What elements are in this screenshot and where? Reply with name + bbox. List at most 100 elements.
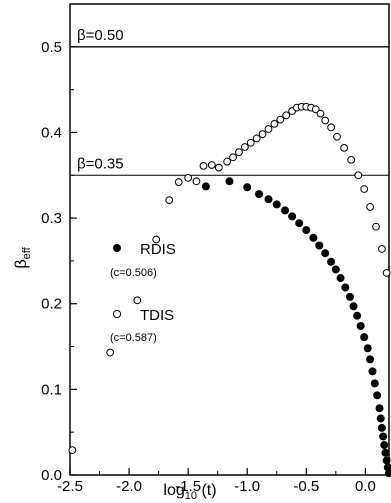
point-tdis (311, 105, 320, 114)
point-rdis (353, 311, 362, 320)
point-tdis (106, 348, 115, 357)
point-rdis (327, 257, 336, 266)
point-tdis (258, 130, 267, 139)
point-tdis (282, 111, 291, 120)
axis-ticks (69, 3, 366, 476)
point-rdis (349, 302, 358, 311)
point-tdis (184, 173, 193, 182)
legend-sublabel-tdis: (c=0.587) (110, 332, 157, 344)
point-rdis (381, 448, 390, 457)
point-tdis (321, 116, 330, 125)
point-rdis (366, 355, 375, 364)
point-rdis (264, 195, 273, 204)
point-tdis (270, 119, 279, 128)
point-tdis (333, 132, 341, 141)
point-rdis (243, 183, 252, 192)
point-tdis (240, 143, 249, 151)
point-tdis (229, 153, 237, 162)
point-rdis (295, 219, 304, 228)
point-tdis (378, 245, 386, 253)
point-rdis (376, 414, 385, 423)
y-axis-label-sub: eff (21, 246, 33, 259)
x-tick-label: -0.5 (293, 478, 319, 495)
point-tdis (214, 163, 223, 172)
point-tdis (340, 143, 349, 152)
point-tdis (382, 268, 391, 277)
point-rdis (346, 292, 355, 301)
x-tick-label: 0.0 (355, 478, 376, 495)
point-tdis (235, 148, 243, 157)
y-tick-label: 0.3 (41, 210, 62, 227)
legend: RDIS (c=0.506) TDIS (c=0.587) (110, 241, 176, 344)
legend-sublabel-rdis: (c=0.506) (110, 267, 157, 279)
point-rdis (272, 200, 281, 209)
x-axis-label-sub: 10 (185, 490, 197, 502)
point-rdis (363, 344, 372, 353)
reference-line-label-1: β=0.35 (77, 155, 124, 172)
point-rdis (302, 226, 311, 235)
y-tick-label: 0.1 (41, 381, 62, 398)
point-tdis (252, 134, 261, 143)
y-axis-label: βeff (13, 246, 33, 268)
point-tdis (264, 125, 273, 133)
point-rdis (331, 265, 340, 274)
point-tdis (372, 222, 380, 231)
point-tdis (316, 109, 325, 118)
reference-line-label-0: β=0.50 (77, 27, 124, 44)
point-rdis (370, 379, 379, 388)
point-rdis (321, 249, 330, 258)
y-tick-label: 0.2 (41, 296, 62, 313)
point-rdis (360, 333, 369, 342)
y-tick-label: 0.0 (41, 467, 62, 484)
y-axis-label-main: β (13, 259, 30, 268)
point-tdis (68, 446, 77, 455)
reference-lines: β=0.50 β=0.35 (70, 27, 389, 176)
point-rdis (382, 456, 391, 465)
point-rdis (383, 463, 391, 472)
series-rdis (201, 177, 391, 478)
legend-marker-rdis (113, 244, 121, 252)
point-tdis (207, 161, 216, 169)
x-tick-label: -1.0 (234, 478, 260, 495)
point-rdis (309, 233, 318, 242)
point-rdis (373, 391, 382, 400)
point-tdis (192, 177, 201, 186)
point-tdis (199, 161, 208, 170)
point-rdis (380, 441, 389, 450)
x-axis-label: log10 (t) (163, 482, 216, 502)
point-rdis (336, 274, 345, 283)
series-tdis (68, 102, 391, 455)
point-tdis (347, 155, 356, 164)
point-rdis (315, 241, 324, 250)
point-rdis (225, 177, 234, 186)
point-tdis (152, 235, 161, 244)
point-rdis (377, 423, 386, 432)
axis-tick-labels: -2.5 -2.0 -1.5 -1.0 -0.5 0.0 0.0 0.1 0.2 0.3 0.4 0.… (41, 39, 376, 495)
point-rdis (281, 206, 290, 215)
point-tdis (276, 115, 285, 124)
point-rdis (375, 404, 384, 413)
x-tick-label: -2.0 (116, 478, 142, 495)
point-rdis (288, 212, 297, 221)
x-axis-label-tail: (t) (197, 482, 217, 499)
point-tdis (360, 185, 369, 193)
x-tick-label: -1.5 (175, 478, 201, 495)
point-tdis (174, 178, 183, 187)
point-rdis (201, 182, 210, 191)
point-tdis (354, 171, 363, 180)
point-tdis (165, 196, 174, 205)
legend-label-tdis: TDIS (140, 307, 174, 324)
point-rdis (368, 367, 377, 376)
y-tick-label: 0.4 (41, 124, 62, 141)
point-rdis (379, 432, 388, 441)
series-layer (68, 102, 391, 478)
point-rdis (255, 190, 264, 199)
point-rdis (341, 283, 350, 292)
point-tdis (366, 203, 374, 211)
legend-marker-tdis (112, 309, 122, 319)
point-tdis (327, 123, 336, 132)
y-tick-label: 0.5 (41, 39, 62, 56)
point-tdis (223, 157, 232, 166)
x-axis-label-main: log (163, 482, 184, 499)
